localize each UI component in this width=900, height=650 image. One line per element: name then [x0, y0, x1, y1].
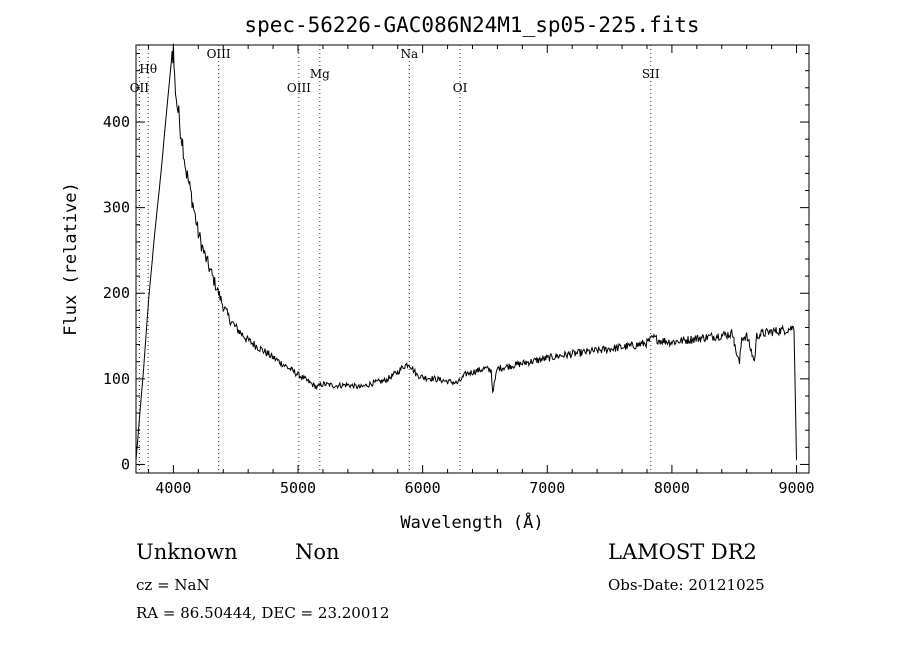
- emission-line-label: OIII: [287, 81, 311, 95]
- plot-frame: [135, 44, 810, 474]
- x-axis-label: Wavelength (Å): [400, 511, 543, 533]
- x-tick-label: 6000: [405, 479, 441, 497]
- y-tick-label: 0: [121, 455, 130, 473]
- y-tick-label: 300: [103, 199, 130, 217]
- chart-title: spec-56226-GAC086N24M1_sp05-225.fits: [244, 13, 699, 37]
- axes: 4000 5000 6000 7000 8000 9000 0 100 200 300 400: [103, 45, 815, 497]
- object-class-label: Unknown: [136, 540, 238, 564]
- x-tick-label: 5000: [280, 479, 316, 497]
- emission-line-label: Mg: [310, 67, 330, 81]
- y-tick-label: 200: [103, 284, 130, 302]
- y-tick-label: 100: [103, 370, 130, 388]
- subclass-label: Non: [295, 540, 340, 564]
- x-tick-label: 7000: [529, 479, 565, 497]
- spectrum-series-line: [135, 43, 797, 461]
- x-tick-label: 4000: [155, 479, 191, 497]
- y-axis-label: Flux (relative): [61, 182, 81, 336]
- emission-line-label: SII: [642, 67, 660, 81]
- x-tick-label: 8000: [654, 479, 690, 497]
- coordinates-label: RA = 86.50444, DEC = 23.20012: [136, 604, 390, 622]
- x-tick-label: 9000: [778, 479, 814, 497]
- obs-date-label: Obs-Date: 20121025: [608, 576, 765, 594]
- emission-line-label: OI: [453, 81, 468, 95]
- survey-label: LAMOST DR2: [608, 540, 757, 564]
- emission-line-label: Na: [400, 47, 418, 61]
- y-tick-label: 400: [103, 113, 130, 131]
- redshift-label: cz = NaN: [136, 576, 210, 594]
- emission-line-label: Hθ: [139, 62, 157, 76]
- emission-line-label: OIII: [207, 47, 231, 61]
